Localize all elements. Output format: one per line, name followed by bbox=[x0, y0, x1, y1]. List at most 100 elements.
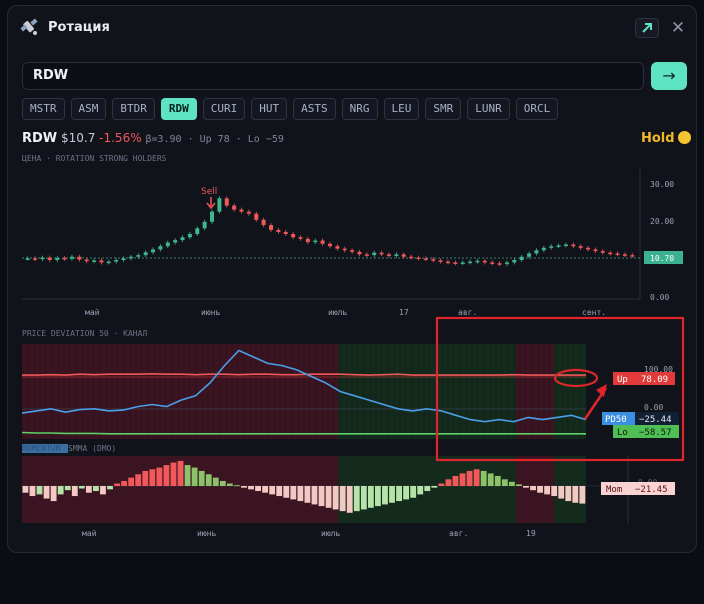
mom-bar bbox=[128, 477, 135, 486]
candle bbox=[151, 249, 156, 253]
mom-bar bbox=[537, 486, 543, 493]
mom-bar bbox=[501, 479, 508, 486]
candle bbox=[571, 244, 576, 247]
mom-value-tag bbox=[631, 482, 675, 495]
last-price-value: 10.70 bbox=[650, 254, 674, 263]
candle bbox=[99, 260, 104, 263]
ticker-chip-asts[interactable]: ASTS bbox=[293, 98, 336, 120]
candle bbox=[586, 247, 591, 250]
dev-y-tick-100: 100.00 bbox=[644, 365, 673, 374]
candle bbox=[379, 252, 384, 255]
candle bbox=[158, 246, 163, 250]
ticker-chip-btdr[interactable]: BTDR bbox=[112, 98, 155, 120]
mom-x-tick-may: май bbox=[82, 529, 97, 538]
sell-annotation: Sell bbox=[201, 187, 217, 197]
mom-bar bbox=[424, 486, 431, 492]
candle bbox=[114, 260, 119, 262]
window-title: Ротация bbox=[48, 20, 110, 35]
candle bbox=[534, 250, 539, 254]
ticker-price: $10.7 bbox=[60, 131, 96, 145]
mom-bar bbox=[184, 465, 191, 486]
mom-bar bbox=[43, 486, 50, 499]
mom-background-bands bbox=[22, 456, 586, 523]
candle bbox=[202, 221, 207, 229]
ticker-search-input[interactable]: RDW bbox=[22, 62, 644, 90]
dev-y-tick-0: 0.00 bbox=[644, 403, 663, 412]
candle bbox=[224, 198, 229, 206]
candle bbox=[217, 198, 222, 212]
mom-bar bbox=[367, 486, 374, 508]
open-external-button[interactable] bbox=[635, 18, 659, 38]
candle bbox=[298, 237, 303, 239]
mom-label-tag bbox=[601, 482, 631, 495]
mom-bar bbox=[516, 484, 522, 486]
ticker-chip-orcl[interactable]: ORCL bbox=[515, 98, 559, 120]
mom-bar bbox=[360, 486, 367, 510]
candle bbox=[615, 253, 620, 255]
ticker-chip-nrg[interactable]: NRG bbox=[341, 98, 378, 120]
ticker-chip-asm[interactable]: ASM bbox=[70, 98, 107, 120]
dev-band bbox=[22, 344, 338, 439]
ticker-chip-smr[interactable]: SMR bbox=[425, 98, 462, 120]
price-y-tick-3: 0.00 bbox=[650, 293, 669, 302]
lo-label-tag bbox=[613, 425, 635, 438]
mom-bar bbox=[544, 486, 551, 495]
mom-bar bbox=[149, 469, 156, 486]
price-candles bbox=[25, 196, 635, 267]
mom-bar bbox=[198, 470, 205, 486]
mom-bar bbox=[353, 486, 360, 512]
ticker-symbol: RDW bbox=[22, 131, 58, 146]
candle bbox=[283, 231, 288, 234]
ticker-chip-curi[interactable]: CURI bbox=[202, 98, 246, 120]
momentum-caption-hidden: MOMENTUM bbox=[22, 444, 61, 453]
mom-bar bbox=[100, 486, 106, 495]
candle bbox=[490, 262, 495, 264]
candle bbox=[622, 254, 627, 256]
candle bbox=[608, 252, 613, 255]
candle bbox=[173, 240, 178, 243]
candle bbox=[77, 256, 82, 260]
go-button[interactable]: → bbox=[651, 62, 687, 90]
candle bbox=[254, 213, 259, 220]
mom-bar bbox=[248, 486, 254, 490]
signal-badge: Hold bbox=[641, 131, 691, 146]
mom-bar bbox=[466, 470, 473, 486]
candle bbox=[519, 256, 524, 260]
mom-bar bbox=[558, 486, 565, 499]
satellite-icon bbox=[20, 18, 40, 38]
mom-bar bbox=[170, 462, 177, 486]
candle bbox=[261, 219, 266, 226]
dev-band bbox=[516, 344, 554, 439]
arrow-up-right-icon bbox=[642, 23, 652, 33]
mom-bar bbox=[297, 486, 304, 502]
annotation-arrow-head-icon bbox=[596, 384, 607, 397]
ticker-chip-leu[interactable]: LEU bbox=[383, 98, 420, 120]
candle bbox=[180, 237, 185, 241]
mom-bar bbox=[551, 486, 558, 497]
mom-bar bbox=[177, 460, 184, 486]
candle bbox=[62, 257, 67, 260]
candle bbox=[121, 258, 126, 260]
ticker-summary: RDW $10.7 -1.56% β=3.90 · Up 78 · Lo −59 bbox=[22, 131, 284, 146]
candle bbox=[305, 238, 310, 243]
candle bbox=[69, 256, 74, 259]
mom-bar bbox=[64, 486, 71, 491]
mom-bar bbox=[473, 469, 480, 486]
momentum-caption-highlight bbox=[22, 444, 68, 453]
mom-bar bbox=[269, 486, 276, 495]
candle bbox=[291, 234, 296, 238]
ticker-chip-lunr[interactable]: LUNR bbox=[467, 98, 510, 120]
signal-label: Hold bbox=[641, 131, 675, 146]
ticker-chip-rdw[interactable]: RDW bbox=[160, 98, 197, 120]
ticker-chip-hut[interactable]: HUT bbox=[251, 98, 288, 120]
mom-bar bbox=[163, 465, 170, 486]
close-button[interactable]: ✕ bbox=[670, 18, 686, 38]
candle bbox=[423, 258, 428, 260]
mom-bar bbox=[205, 474, 212, 486]
candle bbox=[187, 234, 192, 238]
candle bbox=[25, 258, 30, 260]
mom-bar bbox=[459, 473, 466, 486]
ticker-chip-mstr[interactable]: MSTR bbox=[22, 98, 65, 120]
pd-label: PD50 bbox=[605, 415, 627, 425]
candle bbox=[364, 254, 369, 256]
